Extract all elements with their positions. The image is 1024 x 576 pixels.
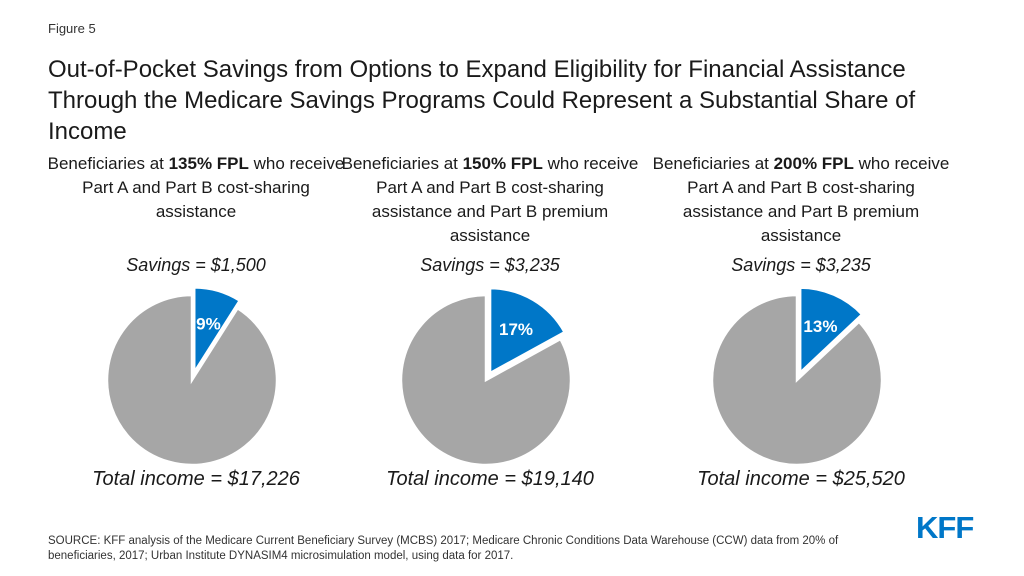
pie-slice-remaining-income [399, 293, 573, 467]
figure-label: Figure 5 [48, 21, 96, 36]
pie-panel-1: Beneficiaries at 135% FPL who receive Pa… [46, 152, 346, 490]
pie-chart-1: 9% [105, 286, 279, 467]
svg-text:KFF: KFF [916, 510, 973, 542]
slice-percent-label: 17% [499, 320, 533, 339]
savings-label: Savings = $1,500 [126, 255, 266, 275]
slice-percent-label: 13% [803, 317, 837, 336]
pie-slice-savings [798, 286, 864, 376]
savings-label: Savings = $3,235 [731, 255, 871, 275]
pie-slice-savings [192, 286, 242, 377]
total-income-label: Total income = $25,520 [697, 468, 905, 490]
fpl-level: 150% FPL [462, 154, 543, 173]
pie-subtitle: Beneficiaries at 200% FPL who receive Pa… [652, 154, 950, 245]
pie-panel-3: Beneficiaries at 200% FPL who receive Pa… [651, 152, 951, 490]
slice-percent-label: 9% [196, 314, 221, 333]
pie-chart-3: 13% [710, 286, 884, 467]
pie-subtitle: Beneficiaries at 135% FPL who receive Pa… [47, 154, 345, 221]
total-income-label: Total income = $19,140 [386, 468, 594, 490]
fpl-level: 200% FPL [773, 154, 854, 173]
fpl-level: 135% FPL [168, 154, 249, 173]
pie-slice-savings [488, 286, 567, 376]
pie-slice-remaining-income [105, 293, 279, 467]
pie-subtitle: Beneficiaries at 150% FPL who receive Pa… [341, 154, 639, 245]
pie-slice-remaining-income [710, 293, 884, 467]
source-note: SOURCE: KFF analysis of the Medicare Cur… [48, 535, 839, 562]
pie-chart-2: 17% [399, 286, 573, 467]
total-income-label: Total income = $17,226 [92, 468, 300, 490]
pie-panel-2: Beneficiaries at 150% FPL who receive Pa… [340, 152, 640, 490]
kff-logo: KFF [916, 510, 974, 542]
savings-label: Savings = $3,235 [420, 255, 560, 275]
chart-title: Out-of-Pocket Savings from Options to Ex… [48, 56, 916, 145]
